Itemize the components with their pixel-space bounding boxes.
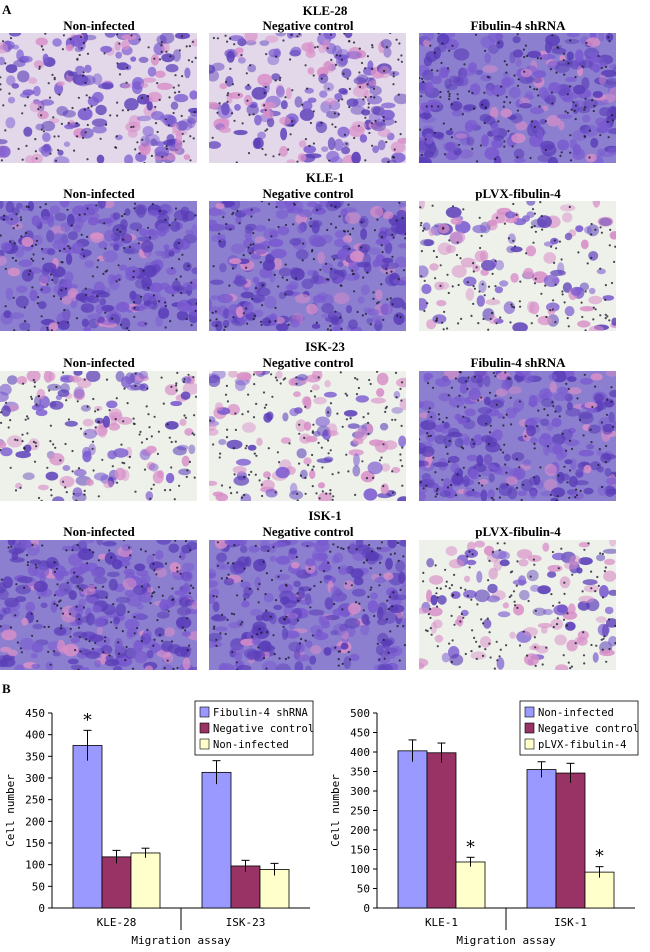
condition-label: Fibulin-4 shRNA xyxy=(470,18,566,33)
category-label: ISK-1 xyxy=(554,916,587,929)
bar xyxy=(555,772,586,909)
y-axis-label: Cell number xyxy=(4,774,17,847)
micrograph-image xyxy=(419,33,616,163)
bar xyxy=(230,865,261,909)
condition-label: pLVX-fibulin-4 xyxy=(475,524,561,539)
condition-label: pLVX-fibulin-4 xyxy=(475,186,561,201)
bar xyxy=(259,869,290,909)
legend-swatch xyxy=(199,706,210,718)
bar xyxy=(101,856,132,909)
micrograph-image xyxy=(0,201,197,331)
bar-chart-knockdown-svg: 0 50 100 150 200 250 300 350 400 450 Cell number KL… xyxy=(4,700,314,947)
bar xyxy=(526,769,557,909)
y-tick-label: 0 xyxy=(363,902,370,915)
cell-line-title: KLE-28 xyxy=(302,3,348,18)
y-tick-label: 350 xyxy=(25,750,45,763)
y-tick-label: 500 xyxy=(350,707,370,720)
condition-label: Non-infected xyxy=(63,18,135,33)
y-axis-label: Cell number xyxy=(329,774,342,847)
bar-chart-overexpression-svg: 0 50 100 150 200 250 300 350 400 450 500 Cell numbe… xyxy=(329,700,639,947)
cell-line-title: KLE-1 xyxy=(305,170,345,185)
y-tick-label: 100 xyxy=(25,859,45,872)
legend-label: Fibulin-4 shRNA xyxy=(213,707,309,719)
legend-swatch xyxy=(199,722,210,734)
bar xyxy=(201,771,232,909)
category-label: KLE-1 xyxy=(425,916,458,929)
cell-line-title: ISK-23 xyxy=(305,339,345,354)
category-label: KLE-28 xyxy=(97,916,137,929)
y-tick-label: 350 xyxy=(350,766,370,779)
y-tick-label: 100 xyxy=(350,863,370,876)
bar xyxy=(397,750,428,909)
legend-label: pLVX-fibulin-4 xyxy=(538,739,627,751)
y-tick-label: 450 xyxy=(350,727,370,740)
bar-chart-knockdown: 0 50 100 150 200 250 300 350 400 450 Cell number KL… xyxy=(0,695,325,952)
micrograph-image xyxy=(209,371,406,501)
bar xyxy=(455,861,486,909)
y-tick-label: 200 xyxy=(25,815,45,828)
legend-swatch xyxy=(199,738,210,750)
condition-label: Negative control xyxy=(262,18,354,33)
y-tick-label: 300 xyxy=(25,772,45,785)
category-label: ISK-23 xyxy=(226,916,266,929)
y-tick-label: 0 xyxy=(38,902,45,915)
micrograph-image xyxy=(0,33,197,163)
cell-line-title: ISK-1 xyxy=(308,508,342,523)
bar xyxy=(72,745,103,909)
legend-label: Negative control xyxy=(213,723,314,735)
legend-swatch xyxy=(524,722,535,734)
y-tick-label: 50 xyxy=(357,883,370,896)
significance-marker: * xyxy=(466,837,475,857)
panel-a-label: A xyxy=(2,2,12,17)
legend-box xyxy=(194,700,314,756)
y-tick-label: 300 xyxy=(350,785,370,798)
x-axis-label: Migration assay xyxy=(131,934,231,947)
significance-marker: * xyxy=(83,710,92,730)
significance-marker: * xyxy=(595,847,604,867)
condition-label: Non-infected xyxy=(63,524,135,539)
micrograph-image xyxy=(209,201,406,331)
x-axis-label: Migration assay xyxy=(456,934,556,947)
micrograph-image xyxy=(419,371,616,501)
legend-label: Non-infected xyxy=(538,707,614,719)
y-tick-label: 400 xyxy=(25,729,45,742)
condition-label: Negative control xyxy=(262,524,354,539)
condition-label: Negative control xyxy=(262,355,354,370)
bar xyxy=(130,852,161,909)
condition-label: Non-infected xyxy=(63,355,135,370)
legend-label: Negative control xyxy=(538,723,639,735)
micrograph-image xyxy=(419,201,616,331)
y-tick-label: 150 xyxy=(25,837,45,850)
condition-label: Non-infected xyxy=(63,186,135,201)
y-tick-label: 450 xyxy=(25,707,45,720)
legend-swatch xyxy=(524,706,535,718)
y-tick-label: 400 xyxy=(350,746,370,759)
legend-swatch xyxy=(524,738,535,750)
micrograph-image xyxy=(209,33,406,163)
y-tick-label: 250 xyxy=(25,794,45,807)
legend-label: Non-infected xyxy=(213,739,289,751)
y-tick-label: 50 xyxy=(32,880,45,893)
legend-box xyxy=(519,700,639,756)
bar-chart-overexpression: 0 50 100 150 200 250 300 350 400 450 500 Cell numbe… xyxy=(325,695,650,952)
micrograph-image xyxy=(209,540,406,670)
condition-label: Negative control xyxy=(262,186,354,201)
condition-label: Fibulin-4 shRNA xyxy=(470,355,566,370)
micrograph-image xyxy=(419,540,616,670)
bar xyxy=(426,752,457,909)
y-tick-label: 200 xyxy=(350,824,370,837)
micrograph-image xyxy=(0,371,197,501)
y-tick-label: 250 xyxy=(350,805,370,818)
y-tick-label: 150 xyxy=(350,844,370,857)
panel-b-label: B xyxy=(2,681,11,696)
micrograph-image xyxy=(0,540,197,670)
